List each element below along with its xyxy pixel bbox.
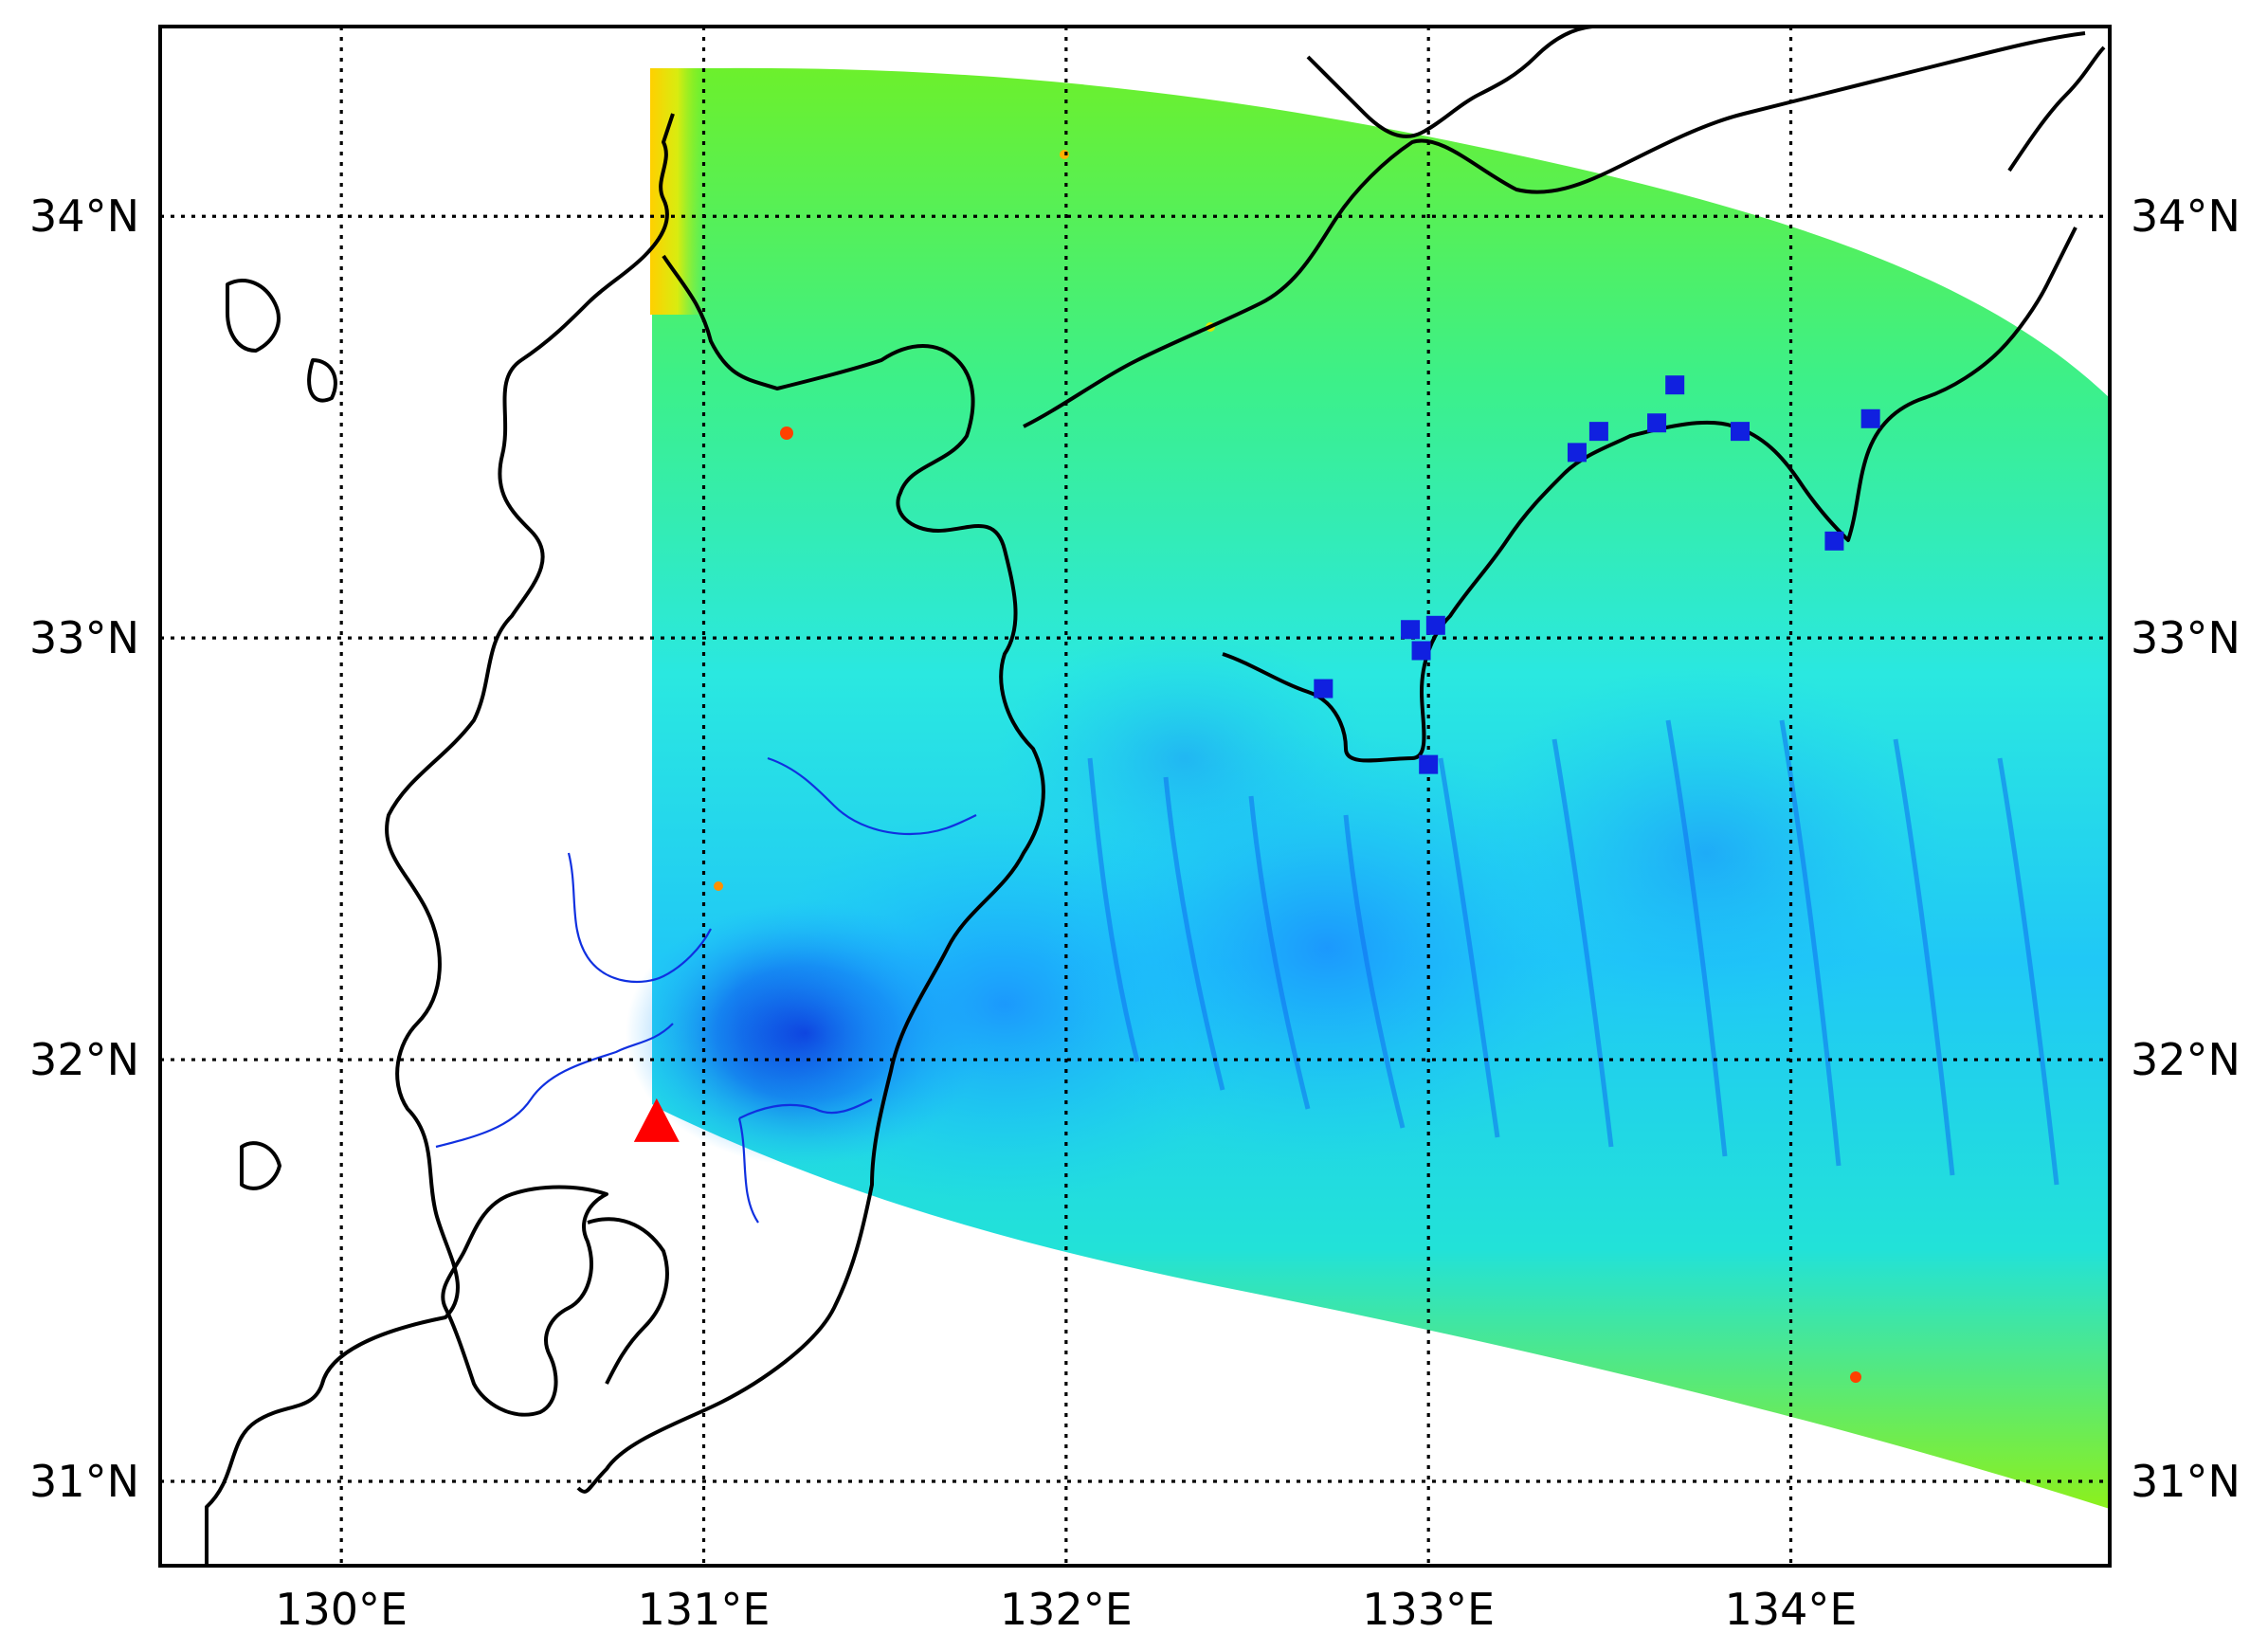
station-square-marker	[1824, 531, 1844, 551]
lat-tick-label-right: 33°N	[2131, 612, 2241, 663]
lat-tick-label-left: 34°N	[29, 190, 139, 242]
station-square-marker	[1411, 641, 1431, 661]
station-square-marker	[1588, 422, 1608, 442]
river-4	[737, 1098, 873, 1224]
islands-north	[226, 279, 337, 1190]
lon-tick-label: 131°E	[638, 1584, 771, 1635]
station-square-marker	[1665, 375, 1685, 395]
lat-tick-label-right: 31°N	[2131, 1456, 2241, 1507]
station-square-marker	[1731, 422, 1751, 442]
coastlines	[205, 27, 2106, 1564]
lat-tick-label-right: 32°N	[2131, 1034, 2241, 1085]
river-2	[567, 852, 712, 984]
kyushu-coast	[205, 113, 675, 1564]
map-frame	[158, 25, 2112, 1568]
satsuma-peninsula	[441, 1185, 608, 1417]
station-square-marker	[1860, 408, 1880, 428]
lon-tick-label: 130°E	[275, 1584, 408, 1635]
low-zone-d	[995, 626, 1374, 891]
lat-tick-label-left: 31°N	[29, 1456, 139, 1507]
rivers	[435, 756, 977, 1224]
station-square-marker	[1647, 413, 1667, 433]
station-square-marker	[1314, 679, 1334, 698]
stations	[1314, 375, 1880, 774]
latitude-tick-labels-right: 34°N 33°N 32°N 31°N	[2131, 190, 2241, 1507]
lat-tick-label-left: 33°N	[29, 612, 139, 663]
lat-tick-label-right: 34°N	[2131, 190, 2241, 242]
low-zone-c	[1460, 663, 1952, 1043]
lon-tick-label: 132°E	[1000, 1584, 1133, 1635]
awaji-coast	[2007, 45, 2106, 172]
station-square-marker	[1425, 615, 1445, 635]
lon-tick-label: 134°E	[1725, 1584, 1858, 1635]
shikoku-south-coast	[1222, 227, 2077, 763]
gridlines	[160, 27, 2110, 1566]
river-1	[767, 756, 977, 836]
station-square-marker	[1567, 443, 1587, 463]
latitude-tick-labels-left: 34°N 33°N 32°N 31°N	[29, 190, 139, 1507]
station-square-marker	[1401, 620, 1421, 640]
river-3	[435, 1023, 674, 1149]
lon-tick-label: 133°E	[1362, 1584, 1495, 1635]
honshu-coast	[1306, 27, 1593, 138]
lat-tick-label-left: 32°N	[29, 1034, 139, 1085]
station-square-marker	[1419, 754, 1439, 774]
shikoku-coast	[1023, 31, 2086, 428]
osumi-peninsula	[587, 1217, 669, 1385]
amplitude-field	[626, 67, 2110, 1510]
interference-stripes	[1087, 719, 2059, 1186]
source-triangle-marker	[633, 1098, 680, 1142]
kyushu-east-coast	[576, 254, 1045, 1494]
longitude-tick-labels: 130°E 131°E 132°E 133°E 134°E	[275, 1584, 1857, 1635]
